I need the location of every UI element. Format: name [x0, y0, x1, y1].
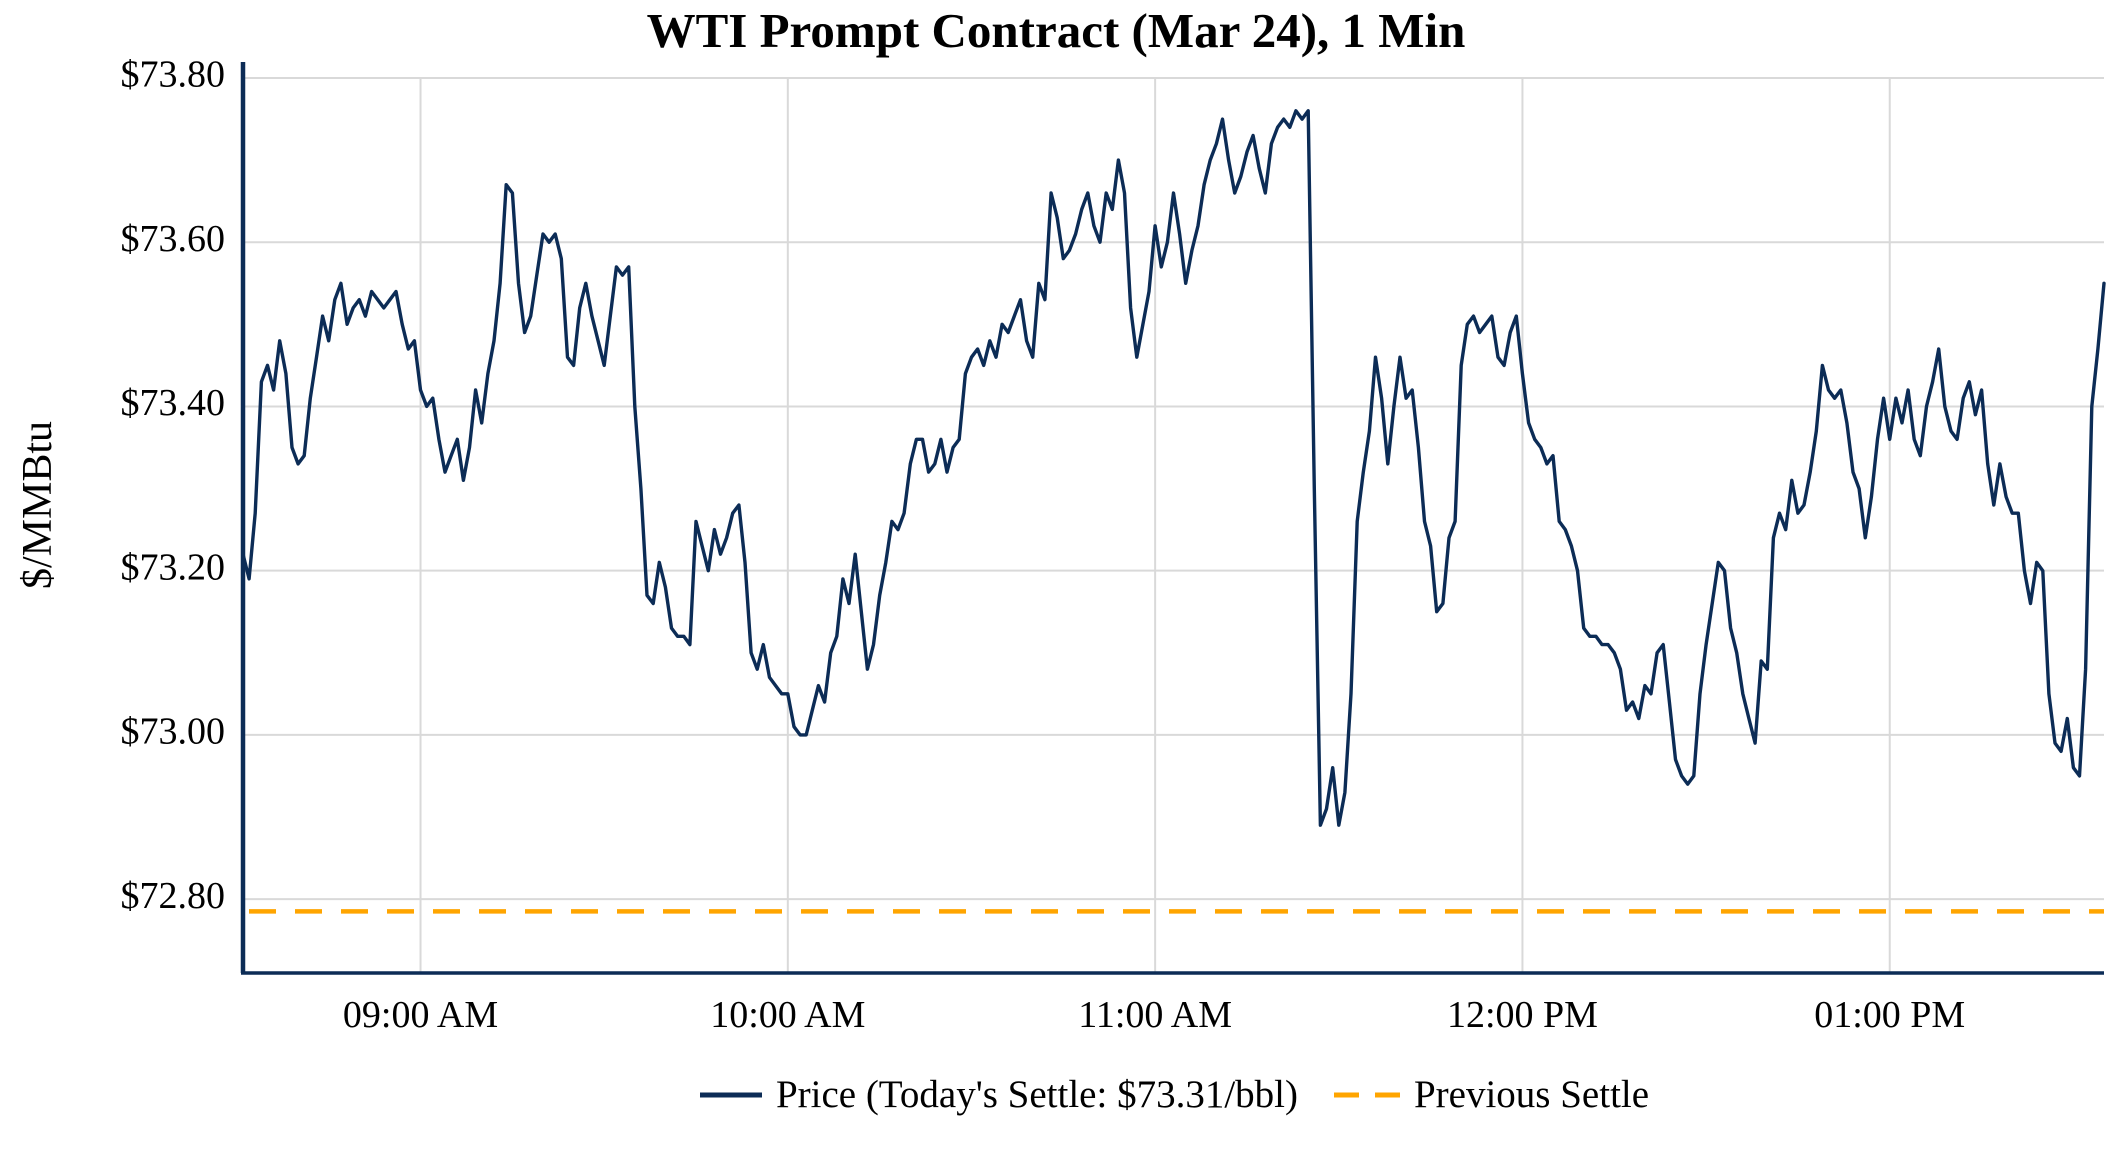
- x-tick-label: 10:00 AM: [710, 994, 865, 1036]
- legend-item-price: Price (Today's Settle: $73.31/bbl): [698, 1072, 1298, 1117]
- legend-label-previous-settle: Previous Settle: [1413, 1073, 1650, 1116]
- y-tick-label: $73.80: [121, 54, 226, 96]
- legend-item-previous-settle: Previous Settle: [1332, 1072, 1649, 1117]
- chart-title: WTI Prompt Contract (Mar 24), 1 Min: [646, 3, 1466, 58]
- x-tick-label: 11:00 AM: [1078, 994, 1232, 1036]
- y-tick-label: $73.20: [121, 546, 226, 588]
- x-tick-label: 09:00 AM: [343, 994, 498, 1036]
- y-tick-label: $73.40: [121, 382, 226, 424]
- legend: Price (Today's Settle: $73.31/bbl) Previ…: [243, 1072, 2104, 1117]
- x-tick-label: 01:00 PM: [1814, 994, 1965, 1036]
- previous-settle-swatch-icon: [1333, 1092, 1400, 1097]
- y-tick-label: $73.60: [121, 218, 226, 260]
- legend-label-price: Price (Today's Settle: $73.31/bbl): [775, 1073, 1298, 1116]
- price-line-swatch-icon: [699, 1092, 762, 1097]
- y-tick-label: $72.80: [121, 875, 226, 917]
- y-tick-label: $73.00: [121, 711, 226, 753]
- x-tick-label: 12:00 PM: [1447, 994, 1598, 1036]
